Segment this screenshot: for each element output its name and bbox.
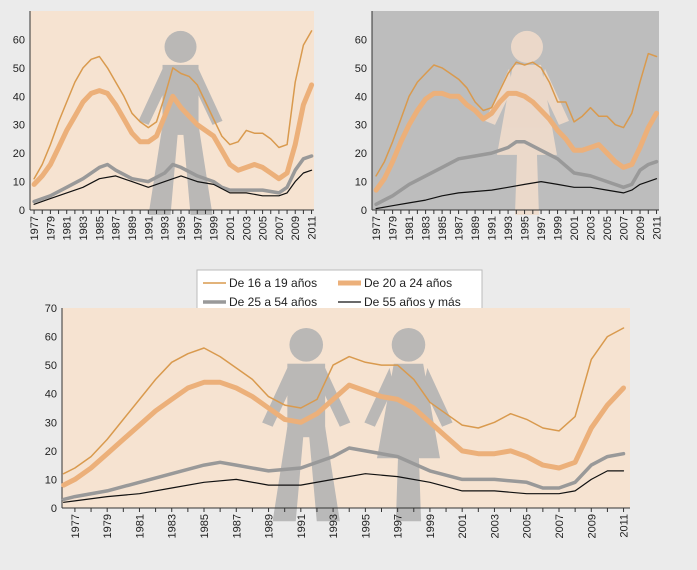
x-tick-label: 1979: [102, 514, 114, 538]
x-tick-label: 2009: [586, 514, 598, 538]
x-tick-label: 2011: [652, 216, 664, 240]
x-tick-label: 1997: [536, 216, 548, 240]
series-line-16-19: [33, 30, 313, 180]
x-tick-label: 2005: [258, 216, 270, 240]
y-tick-label: 40: [13, 91, 25, 103]
chart-panel-bottom: 0 10 20 30 40 50 60 70 1977 1979 1981 1983 1985 1987 1…: [45, 303, 631, 538]
x-tick-label: 1993: [503, 216, 515, 240]
y-tick-label: 10: [13, 177, 25, 189]
legend-label-55-plus: De 55 años y más: [364, 295, 461, 309]
y-tick-label: 70: [45, 303, 57, 315]
y-tick-label: 20: [45, 446, 57, 458]
x-tick-label: 1985: [437, 216, 449, 240]
x-tick-label: 1989: [264, 514, 276, 538]
x-tick-label: 1997: [192, 216, 204, 240]
x-tick-label: 1979: [45, 216, 57, 240]
chart-panel-top-right: 0 10 20 30 40 50 60 1977 1979 1981 1983 1985 1987 198…: [355, 11, 664, 240]
series-line-20-24: [61, 379, 626, 488]
x-tick-label: 1993: [160, 216, 172, 240]
x-tick-label: 1999: [425, 514, 437, 538]
y-tick-label: 60: [45, 332, 57, 344]
series-line-55-plus: [375, 178, 658, 210]
x-tick-label: 1991: [296, 514, 308, 538]
y-tick-label: 10: [355, 177, 367, 189]
x-tick-label: 2001: [569, 216, 581, 240]
y-tick-label: 0: [51, 503, 57, 515]
series-line-16-19: [375, 52, 658, 177]
series-line-20-24: [373, 90, 659, 193]
x-tick-label: 2003: [241, 216, 253, 240]
legend-label-16-19: De 16 a 19 años: [229, 276, 317, 290]
series-line-25-54: [61, 446, 626, 502]
x-tick-label: 1991: [143, 216, 155, 240]
x-tick-label: 1993: [328, 514, 340, 538]
chart-panel-top-left: 0 10 20 30 40 50 60 1977 1979 1981 1983 1985 1987 198…: [13, 11, 319, 240]
plot-background: [62, 308, 630, 508]
y-tick-label: 0: [361, 205, 367, 217]
x-tick-label: 1981: [404, 216, 416, 240]
x-tick-label: 1981: [62, 216, 74, 240]
y-tick-label: 50: [45, 360, 57, 372]
x-tick-label: 1977: [70, 514, 82, 538]
x-tick-label: 2007: [619, 216, 631, 240]
x-tick-label: 2009: [290, 216, 302, 240]
x-tick-label: 1989: [127, 216, 139, 240]
series-line-25-54: [32, 154, 314, 204]
y-tick-label: 20: [13, 148, 25, 160]
x-tick-label: 2005: [602, 216, 614, 240]
x-tick-label: 1977: [371, 216, 383, 240]
x-tick-label: 2001: [457, 514, 469, 538]
y-tick-label: 40: [355, 91, 367, 103]
y-tick-label: 50: [13, 63, 25, 75]
x-tick-label: 1977: [29, 216, 41, 240]
x-tick-label: 1983: [421, 216, 433, 240]
x-tick-label: 1991: [487, 216, 499, 240]
x-tick-label: 1995: [176, 216, 188, 240]
x-tick-label: 1983: [167, 514, 179, 538]
y-tick-label: 30: [355, 120, 367, 132]
y-tick-label: 30: [45, 417, 57, 429]
x-tick-label: 1995: [520, 216, 532, 240]
series-line-55-plus: [62, 470, 625, 503]
series-line-25-54: [374, 140, 659, 207]
legend-label-20-24: De 20 a 24 años: [364, 276, 452, 290]
y-tick-label: 40: [45, 389, 57, 401]
x-tick-label: 1983: [78, 216, 90, 240]
y-tick-label: 0: [19, 205, 25, 217]
x-tick-label: 1999: [553, 216, 565, 240]
x-tick-label: 1995: [360, 514, 372, 538]
y-tick-label: 30: [13, 120, 25, 132]
x-tick-label: 1985: [94, 216, 106, 240]
x-tick-label: 1997: [393, 514, 405, 538]
x-tick-label: 2005: [522, 514, 534, 538]
x-tick-label: 1981: [134, 514, 146, 538]
series-line-16-19: [62, 327, 625, 475]
y-tick-label: 20: [355, 148, 367, 160]
x-tick-label: 1987: [111, 216, 123, 240]
x-tick-label: 2001: [225, 216, 237, 240]
male-figure-icon: [262, 328, 351, 522]
y-tick-label: 60: [355, 34, 367, 46]
series-line-20-24: [31, 82, 315, 187]
x-tick-label: 2003: [489, 514, 501, 538]
y-tick-label: 50: [355, 63, 367, 75]
x-tick-label: 2011: [619, 514, 631, 538]
x-tick-label: 2007: [274, 216, 286, 240]
x-tick-label: 1987: [231, 514, 243, 538]
x-tick-label: 1999: [209, 216, 221, 240]
y-tick-label: 60: [13, 34, 25, 46]
series-line-55-plus: [33, 169, 313, 205]
x-tick-label: 1989: [470, 216, 482, 240]
y-tick-label: 10: [45, 474, 57, 486]
legend-label-25-54: De 25 a 54 años: [229, 295, 317, 309]
x-tick-label: 2003: [586, 216, 598, 240]
x-tick-label: 2007: [554, 514, 566, 538]
x-tick-label: 1987: [454, 216, 466, 240]
x-tick-label: 2009: [635, 216, 647, 240]
male-figure-icon: [138, 30, 223, 215]
x-tick-label: 2011: [307, 216, 319, 240]
x-tick-label: 1985: [199, 514, 211, 538]
x-tick-label: 1979: [388, 216, 400, 240]
